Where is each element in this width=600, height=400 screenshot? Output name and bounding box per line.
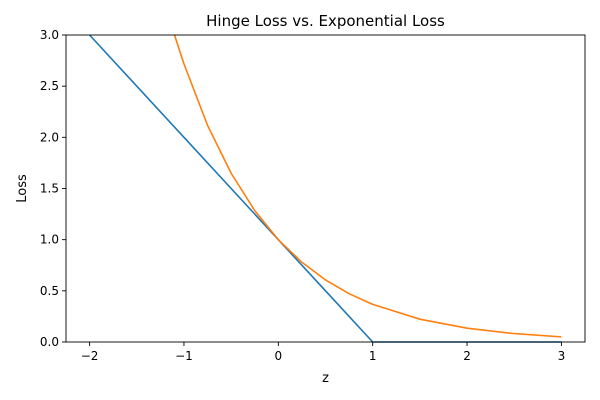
x-tick-label: −2 [81, 349, 99, 363]
plot-lines [89, 34, 562, 343]
y-tick-label: 0.0 [40, 335, 59, 349]
y-tick-label: 0.5 [40, 284, 59, 298]
y-axis-ticks: 0.0 0.5 1.0 1.5 2.0 2.5 3.0 [40, 28, 66, 349]
x-tick-label: 2 [463, 349, 471, 363]
y-tick-label: 1.5 [40, 182, 59, 196]
series-line-1 [89, 34, 562, 343]
series-line-2 [173, 34, 562, 338]
x-tick-label: 1 [369, 349, 377, 363]
plot-frame [65, 34, 586, 343]
x-tick-label: −1 [175, 349, 193, 363]
y-tick-label: 2.5 [40, 79, 59, 93]
x-axis-ticks: −2 −1 0 1 2 3 [81, 342, 565, 363]
x-axis-label: z [322, 371, 329, 386]
x-tick-label: 0 [274, 349, 282, 363]
y-tick-label: 2.0 [40, 130, 59, 144]
y-tick-label: 1.0 [40, 233, 59, 247]
y-tick-label: 3.0 [40, 28, 59, 42]
y-axis-label: Loss [15, 174, 30, 203]
chart-title: Hinge Loss vs. Exponential Loss [206, 12, 445, 30]
x-tick-label: 3 [558, 349, 566, 363]
